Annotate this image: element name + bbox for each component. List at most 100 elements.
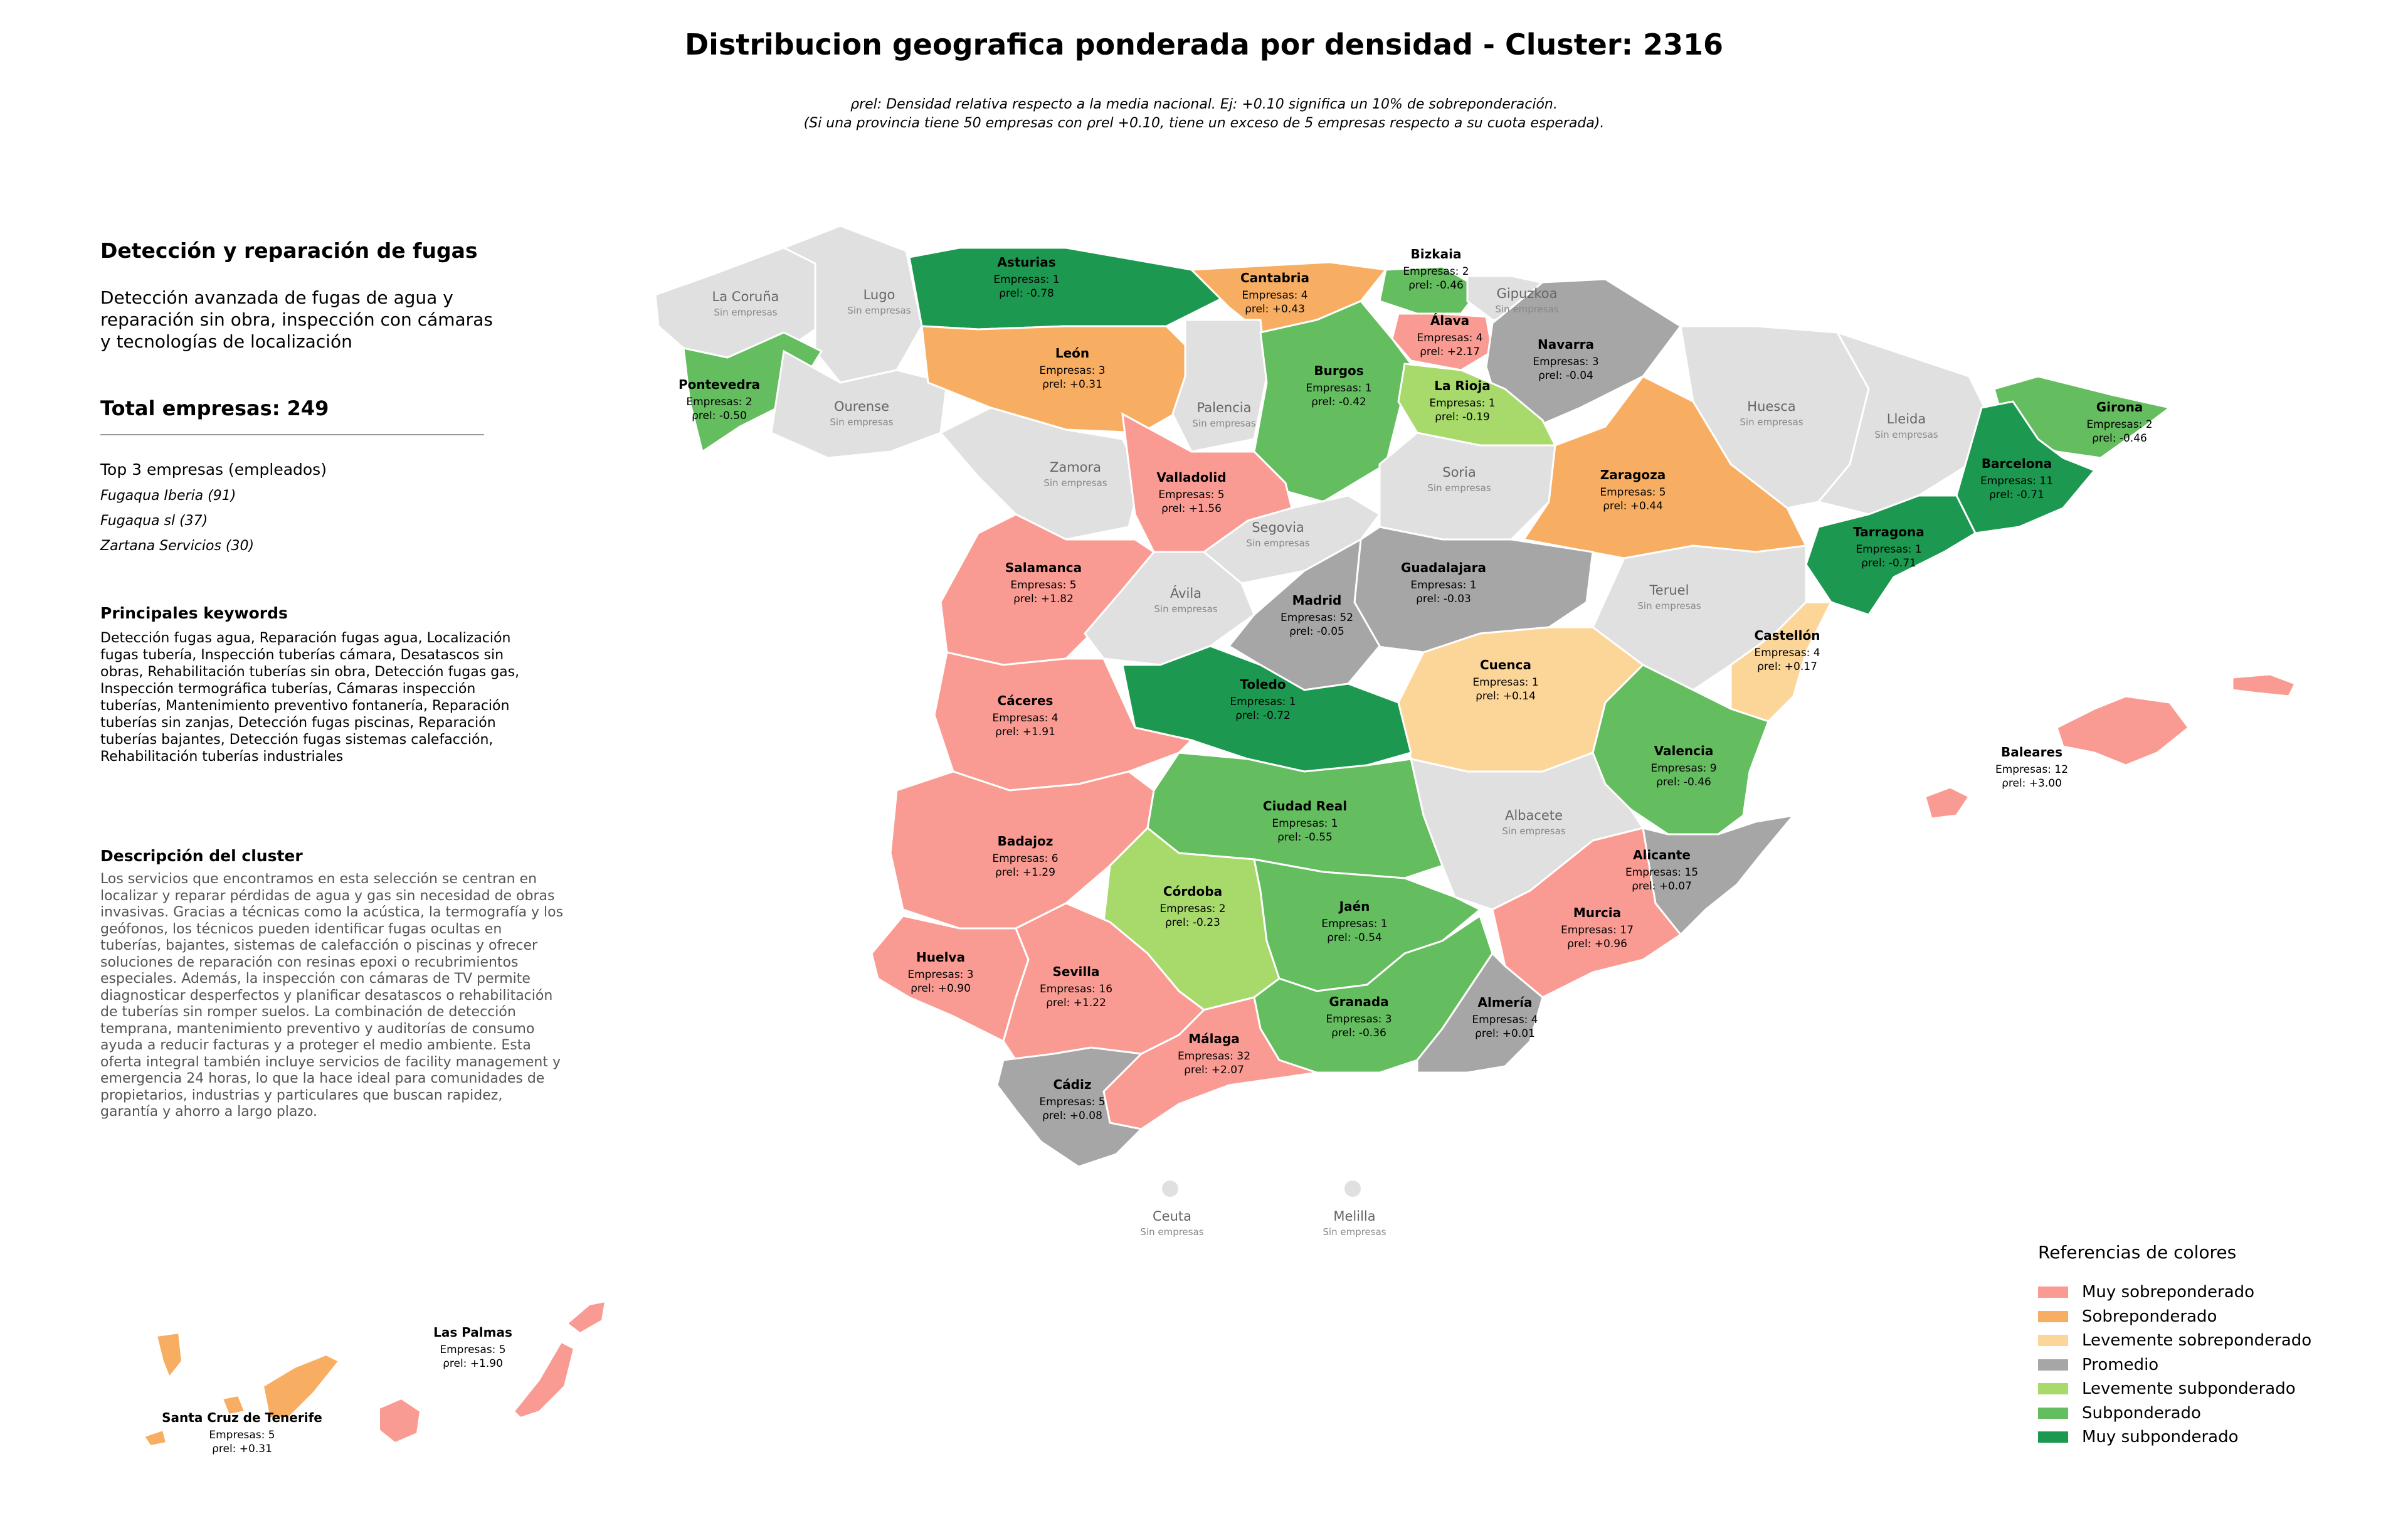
cluster-description-text: Los servicios que encontramos en esta se…: [100, 871, 564, 1120]
province-empty-gipuzkoa: Sin empresas: [1495, 304, 1558, 315]
province-name-cuenca: Cuenca: [1480, 657, 1531, 672]
province-name-baleares: Baleares: [2001, 745, 2062, 760]
province-name-alicante: Alicante: [1633, 847, 1691, 862]
province-rho-zaragoza: ρrel: +0.44: [1603, 500, 1663, 512]
province-shape-gran-canaria: [379, 1398, 421, 1444]
province-count-navarra: Empresas: 3: [1533, 356, 1598, 368]
province-name-melilla: Melilla: [1333, 1209, 1375, 1224]
province-empty-soria: Sin empresas: [1427, 482, 1491, 494]
province-name-pontevedra: Pontevedra: [679, 377, 760, 392]
province-shape-toledo: [1121, 645, 1412, 773]
province-regions: [143, 225, 2297, 1447]
legend-item: Promedio: [2038, 1353, 2364, 1377]
province-count-burgos: Empresas: 1: [1306, 382, 1371, 395]
keywords-text: Detección fugas agua, Reparación fugas a…: [100, 630, 520, 765]
province-name-badajoz: Badajoz: [998, 834, 1054, 849]
province-name-bizkaia: Bizkaia: [1411, 247, 1462, 262]
province-name-cadiz: Cádiz: [1054, 1077, 1092, 1092]
color-legend: Referencias de colores Muy sobreponderad…: [2038, 1242, 2364, 1450]
province-empty-lugo: Sin empresas: [847, 305, 911, 316]
province-shape-la-palma: [156, 1332, 183, 1378]
province-name-castellon: Castellón: [1755, 628, 1820, 643]
province-shape-el-hierro: [143, 1429, 167, 1447]
province-rho-guadalajara: ρrel: -0.03: [1416, 593, 1471, 605]
total-companies: Total empresas: 249: [100, 396, 329, 420]
province-name-santa-cruz-de-tenerife: Santa Cruz de Tenerife: [162, 1410, 322, 1425]
province-count-la-rioja: Empresas: 1: [1429, 397, 1495, 410]
province-name-avila: Ávila: [1170, 585, 1201, 601]
province-rho-valladolid: ρrel: +1.56: [1161, 502, 1222, 515]
province-count-jaen: Empresas: 1: [1321, 918, 1387, 930]
chart-subtitle: ρrel: Densidad relativa respecto a la me…: [0, 95, 2408, 133]
keywords-title: Principales keywords: [100, 604, 288, 622]
legend-swatch: [2038, 1287, 2068, 1298]
province-name-leon: León: [1055, 346, 1089, 361]
province-count-castellon: Empresas: 4: [1754, 647, 1820, 659]
province-name-navarra: Navarra: [1538, 337, 1594, 352]
province-empty-huesca: Sin empresas: [1740, 416, 1803, 428]
province-count-sevilla: Empresas: 16: [1040, 983, 1112, 995]
province-empty-lleida: Sin empresas: [1874, 429, 1938, 440]
legend-label: Sobreponderado: [2082, 1307, 2217, 1326]
province-name-segovia: Segovia: [1252, 520, 1304, 535]
legend-title: Referencias de colores: [2038, 1242, 2237, 1263]
province-rho-la-rioja: ρrel: -0.19: [1435, 411, 1490, 423]
cluster-description-title: Descripción del cluster: [100, 847, 303, 865]
province-count-ciudad-real: Empresas: 1: [1272, 817, 1338, 830]
province-count-granada: Empresas: 3: [1326, 1013, 1391, 1026]
province-empty-ceuta: Sin empresas: [1140, 1226, 1203, 1238]
province-shape-asturias: [908, 247, 1231, 331]
top3-item: Zartana Servicios (30): [100, 538, 255, 554]
province-rho-almeria: ρrel: +0.01: [1475, 1027, 1535, 1040]
province-rho-malaga: ρrel: +2.07: [1184, 1064, 1244, 1076]
province-rho-madrid: ρrel: -0.05: [1289, 625, 1344, 638]
province-name-valladolid: Valladolid: [1156, 470, 1226, 485]
legend-label: Subponderado: [2082, 1403, 2201, 1423]
legend-label: Levemente sobreponderado: [2082, 1331, 2312, 1350]
province-empty-zamora: Sin empresas: [1043, 477, 1107, 489]
province-name-lleida: Lleida: [1887, 411, 1926, 427]
province-name-ourense: Ourense: [834, 399, 889, 414]
province-rho-navarra: ρrel: -0.04: [1538, 369, 1593, 382]
province-rho-bizkaia: ρrel: -0.46: [1408, 279, 1464, 292]
province-count-toledo: Empresas: 1: [1230, 696, 1296, 708]
province-shape-lanzarote: [566, 1300, 606, 1334]
province-shape-bizkaia: [1378, 265, 1482, 315]
province-name-albacete: Albacete: [1505, 808, 1563, 823]
province-rho-girona: ρrel: -0.46: [2092, 432, 2147, 445]
province-count-cordoba: Empresas: 2: [1159, 903, 1225, 915]
province-name-las-palmas: Las Palmas: [433, 1325, 512, 1340]
province-name-girona: Girona: [2096, 400, 2143, 415]
subtitle-line-1: ρrel: Densidad relativa respecto a la me…: [850, 97, 1558, 112]
province-shape-barcelona: [1955, 400, 2096, 534]
province-rho-barcelona: ρrel: -0.71: [1989, 489, 2044, 501]
province-rho-castellon: ρrel: +0.17: [1757, 661, 1817, 673]
province-count-las-palmas: Empresas: 5: [440, 1344, 505, 1356]
province-rho-jaen: ρrel: -0.54: [1327, 931, 1382, 944]
legend-item: Levemente subponderado: [2038, 1377, 2364, 1401]
province-count-asturias: Empresas: 1: [993, 273, 1059, 286]
info-panel: Detección y reparación de fugas Detecció…: [100, 238, 577, 1121]
province-name-almeria: Almería: [1478, 995, 1533, 1010]
province-count-huelva: Empresas: 3: [907, 968, 973, 981]
province-count-zaragoza: Empresas: 5: [1600, 486, 1666, 499]
province-name-ceuta: Ceuta: [1153, 1209, 1191, 1224]
province-name-burgos: Burgos: [1314, 363, 1363, 378]
legend-swatch: [2038, 1407, 2068, 1419]
province-name-la-rioja: La Rioja: [1434, 378, 1491, 393]
subtitle-line-2: (Si una provincia tiene 50 empresas con …: [803, 115, 1605, 131]
province-name-cantabria: Cantabria: [1240, 270, 1309, 285]
ceuta-marker: [1162, 1180, 1178, 1197]
province-count-bizkaia: Empresas: 2: [1403, 265, 1469, 278]
province-rho-tarragona: ρrel: -0.71: [1861, 557, 1916, 570]
province-empty-segovia: Sin empresas: [1246, 538, 1309, 549]
top3-title: Top 3 empresas (empleados): [100, 460, 327, 479]
province-name-teruel: Teruel: [1649, 583, 1689, 598]
province-name-gipuzkoa: Gipuzkoa: [1497, 286, 1558, 301]
cluster-title: Detección y reparación de fugas: [100, 238, 478, 263]
province-count-cantabria: Empresas: 4: [1242, 289, 1307, 302]
province-name-salamanca: Salamanca: [1005, 560, 1082, 575]
legend-item: Muy subponderado: [2038, 1425, 2364, 1450]
